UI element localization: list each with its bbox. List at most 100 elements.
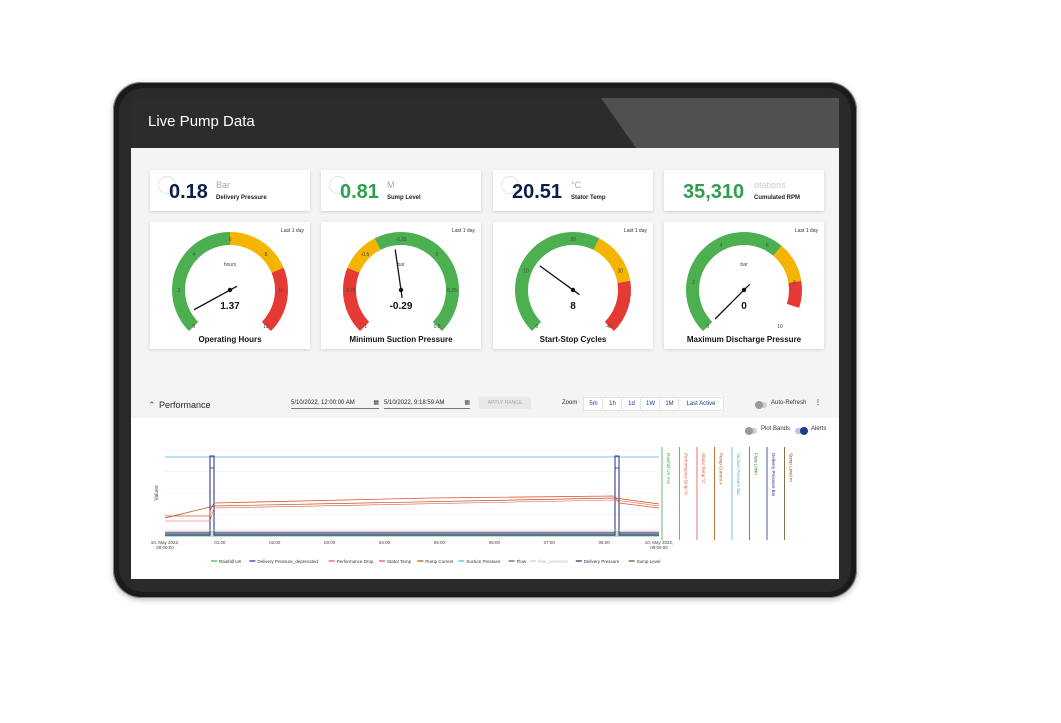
gauge-graphic: -1 -0.75 -0.5 -0.25 0 0.25 0.5 bar -0.29 bbox=[343, 232, 459, 332]
extra-axis-label: Stator Temp °C bbox=[701, 453, 706, 484]
extra-axis-label: Delivery Pressure bar bbox=[771, 453, 776, 497]
gauge-tick-label: 30 bbox=[617, 268, 623, 274]
kpi-label: Stator Temp bbox=[571, 195, 606, 201]
calendar-icon[interactable]: ▦ bbox=[373, 400, 379, 406]
app-header: Live Pump Data bbox=[131, 98, 839, 148]
gauge-tick-label: 10 bbox=[777, 324, 783, 330]
series-delivery-pressure-deprecated bbox=[165, 455, 659, 536]
gauge-graphic: 0 2 4 6 8 10 12 hours 1.37 bbox=[172, 232, 288, 332]
gauge-tick-label: -1 bbox=[363, 324, 368, 330]
gauge-graphic: 0 10 20 30 40 8 bbox=[515, 232, 631, 332]
legend-item[interactable]: Stator Temp bbox=[387, 559, 412, 564]
zoom-1h-button[interactable]: 1h bbox=[602, 397, 623, 411]
gauge-tick-label: 4 bbox=[719, 243, 722, 249]
more-menu-icon[interactable]: ⋮ bbox=[815, 400, 821, 406]
gauge-title: Minimum Suction Pressure bbox=[349, 335, 453, 344]
kpi-sump-level: 0.81 M Sump Level bbox=[321, 170, 481, 211]
x-tick-label: 00:00:00 bbox=[156, 545, 174, 550]
zoom-5m-button[interactable]: 5m bbox=[583, 397, 604, 411]
legend-item[interactable]: Performance Drop bbox=[337, 559, 374, 564]
extra-axis-label: Performance Drop % bbox=[684, 453, 689, 495]
legend-item[interactable]: flow_corrected bbox=[538, 559, 568, 564]
gauge-tick-label: 10 bbox=[278, 288, 284, 294]
range-label: Last 1 day bbox=[451, 228, 475, 234]
x-tick-label: 05:00 bbox=[434, 540, 446, 545]
app-screen: Live Pump Data 0.18 Bar Delivery Pressur… bbox=[131, 98, 839, 579]
gauge-hub bbox=[227, 287, 233, 293]
x-tick-label: 07:00 bbox=[544, 540, 556, 545]
gauge-tick-label: 6 bbox=[229, 237, 232, 243]
chevron-up-icon[interactable]: ⌃ bbox=[148, 400, 156, 410]
start-date-input[interactable]: 5/10/2022, 12:00:00 AM ▦ bbox=[291, 398, 379, 409]
range-label: Last 1 day bbox=[623, 228, 647, 234]
kpi-unit: M bbox=[387, 180, 395, 190]
kpi-value: 0.81 bbox=[340, 181, 379, 203]
gauge-band bbox=[604, 280, 631, 332]
gauge-tick-label: 12 bbox=[263, 324, 269, 330]
extra-axis-label: Suction Pressure bar bbox=[736, 453, 741, 496]
gear-icon bbox=[329, 176, 347, 194]
extra-axis-label: Pump Current A bbox=[719, 453, 724, 485]
x-tick-label: 04:00 bbox=[379, 540, 391, 545]
gauge-tick-label: 40 bbox=[606, 324, 612, 330]
gauge-band bbox=[172, 232, 230, 332]
plot-bands-toggle[interactable] bbox=[745, 427, 757, 435]
gauge-tick-label: -0.25 bbox=[395, 237, 407, 243]
gauge-hub bbox=[741, 287, 747, 293]
gauge-tick-label: 8 bbox=[265, 252, 268, 258]
legend-item[interactable]: Delivery Pressure bbox=[584, 559, 620, 564]
gauge-tick-label: -0.5 bbox=[361, 252, 370, 258]
legend-item[interactable]: Delivery Pressure_deprecated bbox=[257, 559, 318, 564]
gauge-value: 1.37 bbox=[220, 301, 240, 312]
legend-item[interactable]: Pump Current bbox=[425, 559, 454, 564]
gauge-band bbox=[374, 232, 459, 332]
signal-icon bbox=[158, 176, 176, 194]
gauge-band bbox=[343, 267, 370, 332]
zoom-1d-button[interactable]: 1d bbox=[621, 397, 642, 411]
gauge-title: Start-Stop Cycles bbox=[539, 335, 607, 344]
zoom-last-active-button[interactable]: Last Active bbox=[678, 397, 724, 411]
kpi-value: 0.18 bbox=[169, 181, 208, 203]
extra-axis-label: Sump Level m bbox=[789, 453, 794, 482]
gauge-tick-label: 0 bbox=[193, 324, 196, 330]
series-pump-current bbox=[164, 497, 660, 519]
kpi-value: 35,310 bbox=[683, 181, 745, 203]
performance-toolbar: ⌃ Performance 5/10/2022, 12:00:00 AM ▦ 5… bbox=[131, 392, 839, 418]
kpi-label: Sump Level bbox=[387, 195, 421, 201]
zoom-1m-button[interactable]: 1M bbox=[659, 397, 680, 411]
kpi-label: Delivery Pressure bbox=[216, 195, 267, 201]
gauge-title: Operating Hours bbox=[198, 335, 262, 344]
gauge-tick-label: 0 bbox=[707, 324, 710, 330]
gauge-min-suction-pressure: Last 1 day -1 -0.75 -0.5 -0.25 0 0.25 0.5 bar -0… bbox=[321, 222, 481, 349]
gauge-operating-hours: Last 1 day 0 2 4 6 8 10 12 hours 1.37 Operating … bbox=[150, 222, 310, 349]
start-date-value: 5/10/2022, 12:00:00 AM bbox=[291, 400, 355, 406]
legend-item[interactable]: Rainfall UK bbox=[219, 559, 242, 564]
gauge-tick-label: -0.75 bbox=[344, 288, 356, 294]
zoom-1w-button[interactable]: 1W bbox=[640, 397, 661, 411]
gauge-band bbox=[230, 232, 284, 273]
calendar-icon[interactable]: ▦ bbox=[464, 400, 470, 406]
alerts-toggle[interactable] bbox=[795, 427, 808, 435]
alerts-label: Alerts bbox=[811, 426, 827, 432]
kpi-unit: Bar bbox=[216, 180, 231, 190]
auto-refresh-label: Auto-Refresh bbox=[771, 400, 807, 406]
gauge-tick-label: 0 bbox=[536, 324, 539, 330]
gauge-tick-label: 2 bbox=[178, 288, 181, 294]
gauge-tick-label: 0.25 bbox=[447, 288, 457, 294]
performance-title: Performance bbox=[159, 400, 211, 410]
legend-item[interactable]: Suction Pressure bbox=[466, 559, 501, 564]
x-tick-label: 10. May 2022, bbox=[151, 540, 180, 545]
extra-axis-label: Rainfall UK mm bbox=[666, 453, 671, 485]
legend-item[interactable]: Flow bbox=[517, 559, 527, 564]
end-date-input[interactable]: 5/10/2022, 9:18:59 AM ▦ bbox=[384, 398, 470, 409]
legend-item[interactable]: Sump Level bbox=[637, 559, 661, 564]
gauge-max-discharge-pressure: Last 1 day 0 2 4 6 8 10 bar 0 Maximum Discharge… bbox=[664, 222, 824, 349]
gauge-title: Maximum Discharge Pressure bbox=[686, 335, 802, 344]
gauge-value: 0 bbox=[741, 301, 747, 312]
x-tick-label: 02:00 bbox=[269, 540, 281, 545]
gauge-band bbox=[686, 232, 782, 332]
auto-refresh-toggle[interactable] bbox=[755, 401, 767, 409]
x-tick-label: 09:00:00 bbox=[650, 545, 668, 550]
apply-range-button[interactable]: APPLY RANGE bbox=[479, 397, 531, 409]
